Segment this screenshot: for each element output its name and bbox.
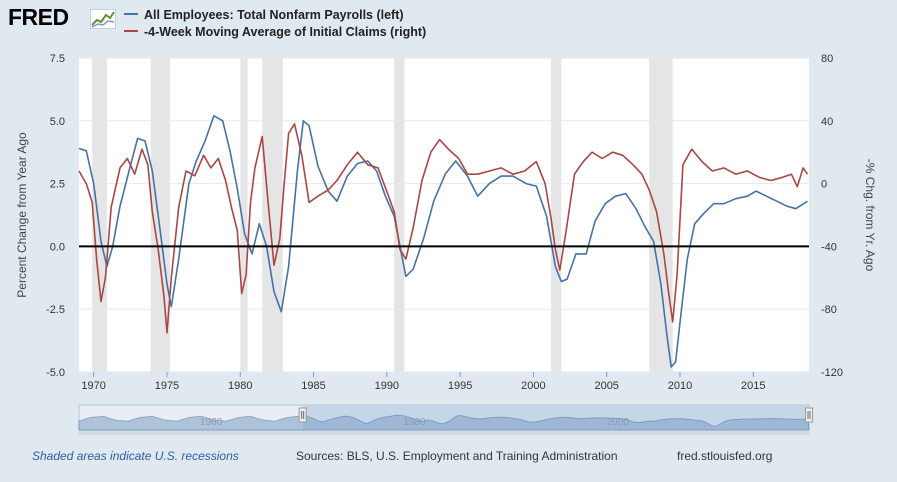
- legend-item-claims[interactable]: -4-Week Moving Average of Initial Claims…: [124, 25, 426, 42]
- y-tick-right-5: -120: [821, 367, 843, 379]
- x-tick-5: 1995: [448, 380, 472, 392]
- y-axis-title-left: Percent Change from Year Ago: [15, 132, 29, 298]
- recession-band-4: [394, 58, 405, 372]
- series-line-1: [78, 123, 809, 334]
- y-tick-right-4: -80: [821, 304, 837, 316]
- plot-background: [79, 58, 809, 372]
- legend-label-payrolls: All Employees: Total Nonfarm Payrolls (l…: [144, 8, 404, 22]
- legend-swatch-red: [124, 29, 138, 32]
- legend-label-claims: -4-Week Moving Average of Initial Claims…: [144, 25, 427, 39]
- navigator-label-2: 2000: [607, 417, 630, 428]
- recession-band-3: [262, 58, 283, 372]
- y-tick-right-1: 40: [821, 116, 833, 128]
- y-tick-right-3: -40: [821, 241, 837, 253]
- recession-band-0: [92, 58, 107, 372]
- y-tick-left-0: 7.5: [50, 53, 65, 65]
- x-tick-1: 1975: [155, 380, 179, 392]
- legend-item-payrolls[interactable]: All Employees: Total Nonfarm Payrolls (l…: [124, 8, 426, 25]
- x-tick-0: 1970: [81, 380, 105, 392]
- y-tick-left-3: 0.0: [50, 241, 65, 253]
- x-tick-7: 2005: [594, 380, 618, 392]
- navigator-series: [78, 414, 810, 431]
- recession-band-1: [150, 58, 170, 372]
- navigator-scrollbar[interactable]: [79, 431, 809, 435]
- recession-band-6: [649, 58, 673, 372]
- x-tick-2: 1980: [228, 380, 252, 392]
- y-tick-right-2: 0: [821, 179, 827, 191]
- y-tick-left-5: -5.0: [46, 367, 65, 379]
- fred-url-link[interactable]: fred.stlouisfed.org: [677, 449, 773, 463]
- chart-graph-icon: [90, 9, 116, 29]
- y-tick-left-4: -2.5: [46, 304, 65, 316]
- sources-text: Sources: BLS, U.S. Employment and Traini…: [296, 449, 618, 463]
- chart-legend: All Employees: Total Nonfarm Payrolls (l…: [124, 8, 426, 42]
- recession-note: Shaded areas indicate U.S. recessions: [32, 449, 239, 463]
- navigator-handle-1[interactable]: [805, 407, 813, 423]
- recession-band-2: [240, 58, 248, 372]
- x-tick-3: 1985: [301, 380, 325, 392]
- chart-area[interactable]: 7.5 5.0 2.5 0.0 -2.5 -5.0 80 40 0 -40 -80 -120 1970 1…: [0, 48, 897, 443]
- x-tick-6: 2000: [521, 380, 545, 392]
- y-tick-left-1: 5.0: [50, 116, 65, 128]
- navigator-handle-0[interactable]: [298, 407, 307, 423]
- navigator-label-0: 1960: [200, 417, 223, 428]
- legend-swatch-blue: [124, 12, 138, 15]
- y-tick-left-2: 2.5: [50, 179, 65, 191]
- x-tick-8: 2010: [668, 380, 692, 392]
- x-tick-4: 1990: [375, 380, 399, 392]
- x-tick-9: 2015: [741, 380, 765, 392]
- y-axis-title-right: -% Chg. from Yr. Ago: [863, 159, 877, 272]
- chart-header: FRED All Employees: Total Nonfarm Payrol…: [0, 0, 897, 48]
- navigator-label-1: 1980: [403, 417, 426, 428]
- y-tick-right-0: 80: [821, 53, 833, 65]
- recession-band-5: [551, 58, 562, 372]
- fred-logo[interactable]: FRED: [8, 4, 69, 30]
